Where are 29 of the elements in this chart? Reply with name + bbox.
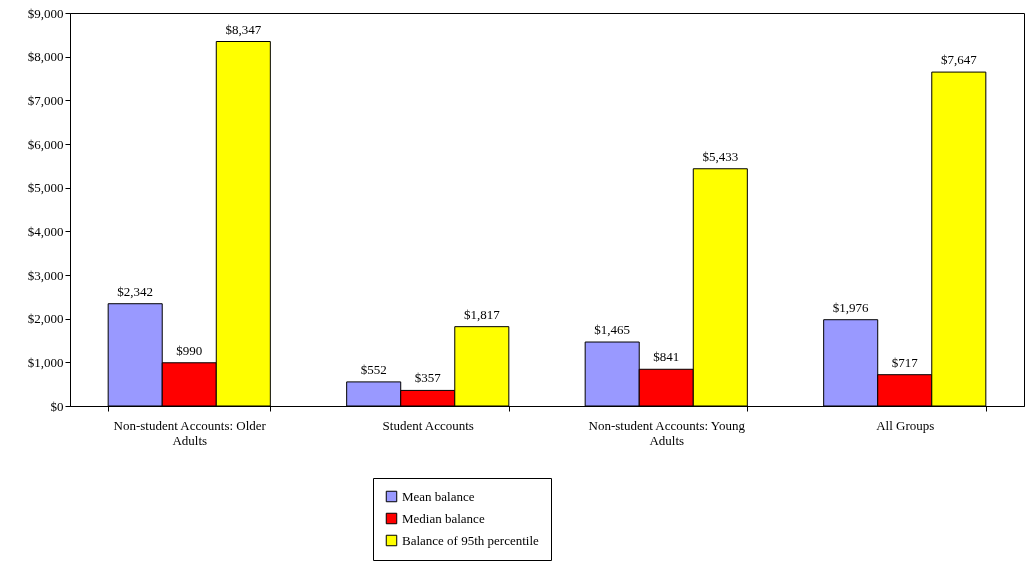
data-label: $2,342 <box>117 283 154 299</box>
data-label: $5,433 <box>702 148 739 164</box>
data-label: $1,976 <box>832 299 870 315</box>
y-tick-label: $3,000 <box>27 267 64 283</box>
legend-label: Median balance <box>402 510 485 526</box>
data-label: $552 <box>360 361 387 377</box>
x-tick-label: All Groups <box>876 417 935 433</box>
data-label: $8,347 <box>225 21 262 37</box>
y-tick-label: $1,000 <box>27 354 64 370</box>
data-label: $357 <box>414 370 442 386</box>
data-label: $7,647 <box>940 52 978 68</box>
x-tick-label: Non-student Accounts: Older Adults <box>113 417 267 448</box>
y-tick-label: $0 <box>50 398 64 414</box>
legend-label: Balance of 95th percentile <box>402 532 540 548</box>
y-tick-label: $4,000 <box>27 223 64 239</box>
data-label: $1,465 <box>594 322 631 338</box>
y-tick-label: $5,000 <box>27 180 64 196</box>
legend-label: Mean balance <box>402 488 475 504</box>
x-tick-label: Student Accounts <box>382 417 474 433</box>
data-label: $990 <box>176 342 203 358</box>
x-tick-label: Non-student Accounts: Young Adults <box>588 417 746 448</box>
y-tick-label: $7,000 <box>27 92 64 108</box>
y-tick-label: $2,000 <box>27 311 64 327</box>
data-label: $717 <box>891 354 919 370</box>
data-label: $1,817 <box>463 306 501 322</box>
y-tick-label: $8,000 <box>27 49 64 65</box>
y-tick-label: $6,000 <box>27 136 64 152</box>
y-tick-label: $9,000 <box>27 5 64 21</box>
data-label: $841 <box>653 349 680 365</box>
